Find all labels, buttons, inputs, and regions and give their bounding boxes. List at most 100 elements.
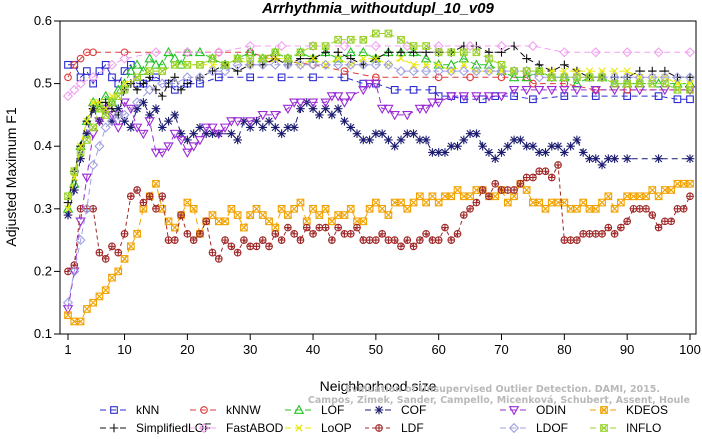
series-kdeos [64, 179, 694, 326]
data-point [208, 54, 217, 63]
data-point [284, 211, 292, 219]
data-point [441, 224, 449, 231]
data-point [315, 110, 324, 120]
data-point [113, 123, 124, 133]
data-point [684, 47, 696, 58]
data-point [303, 217, 311, 226]
data-point [376, 104, 388, 115]
data-point [585, 205, 594, 213]
data-point [284, 54, 292, 63]
data-point [271, 48, 280, 56]
data-point [309, 204, 317, 213]
data-point [240, 236, 248, 244]
data-point [377, 129, 387, 138]
data-point [120, 116, 129, 126]
y-tick-label: 0.3 [34, 201, 52, 216]
data-point [293, 404, 305, 414]
data-point [133, 230, 141, 238]
data-point [673, 79, 682, 88]
data-point [189, 204, 198, 213]
data-point [421, 66, 432, 77]
data-point [347, 205, 355, 213]
data-point [478, 141, 487, 151]
data-point [384, 211, 393, 219]
data-point [522, 67, 531, 75]
data-point [95, 104, 104, 113]
data-point [600, 406, 608, 414]
y-tick-label: 0.4 [34, 138, 52, 153]
data-point [546, 86, 558, 96]
data-point [491, 192, 499, 200]
data-point [83, 136, 91, 144]
data-point [383, 59, 394, 70]
data-point [246, 211, 255, 219]
data-point [353, 217, 361, 226]
data-point [315, 211, 324, 219]
data-point [157, 78, 168, 89]
data-point [592, 230, 600, 238]
data-point [497, 48, 506, 57]
data-point [374, 405, 384, 415]
data-point [171, 236, 179, 244]
x-axis-label: Neighborhood size [320, 378, 437, 394]
data-point [503, 141, 513, 151]
data-point [88, 159, 99, 171]
data-point [636, 79, 644, 88]
data-point [145, 67, 154, 75]
data-point [560, 198, 569, 207]
data-point [370, 59, 381, 70]
data-point [600, 406, 608, 414]
data-point [76, 148, 85, 157]
data-point [284, 211, 292, 219]
data-point [483, 92, 495, 102]
data-point [246, 54, 255, 63]
data-point [245, 123, 255, 132]
series-line-inflo [67, 33, 690, 197]
data-point [472, 48, 481, 57]
data-point [69, 84, 80, 95]
data-point [359, 54, 367, 63]
data-point [372, 198, 380, 207]
data-point [522, 54, 531, 63]
data-point [194, 136, 206, 146]
data-point [295, 59, 306, 70]
data-point [409, 198, 418, 207]
data-point [253, 243, 260, 250]
data-point [567, 236, 574, 244]
data-point [106, 116, 118, 127]
data-point [654, 192, 663, 201]
data-point [648, 79, 657, 88]
data-point [660, 66, 670, 76]
data-point [622, 47, 633, 58]
data-point [573, 204, 581, 213]
data-point [508, 422, 520, 434]
data-point [559, 86, 570, 96]
data-point [309, 205, 317, 213]
data-point [629, 192, 638, 200]
data-point [114, 92, 122, 100]
data-point [560, 73, 569, 82]
data-point [673, 180, 682, 188]
data-point [535, 198, 544, 207]
data-point [649, 211, 656, 219]
data-point [332, 53, 344, 63]
data-point [610, 67, 619, 75]
data-point [158, 67, 167, 75]
data-point [64, 192, 72, 200]
data-point [590, 86, 602, 96]
data-point [416, 192, 424, 200]
data-point [219, 66, 231, 77]
data-point [510, 67, 518, 75]
data-point [384, 211, 393, 219]
data-point [598, 198, 606, 207]
data-point [667, 186, 675, 194]
data-point [315, 211, 324, 219]
data-point [152, 205, 160, 213]
data-point [183, 60, 192, 69]
data-point [383, 104, 394, 115]
data-point [523, 174, 530, 181]
data-point [453, 186, 462, 194]
data-point [246, 211, 254, 219]
data-point [433, 66, 444, 77]
x-tick-label: 80 [557, 342, 571, 357]
